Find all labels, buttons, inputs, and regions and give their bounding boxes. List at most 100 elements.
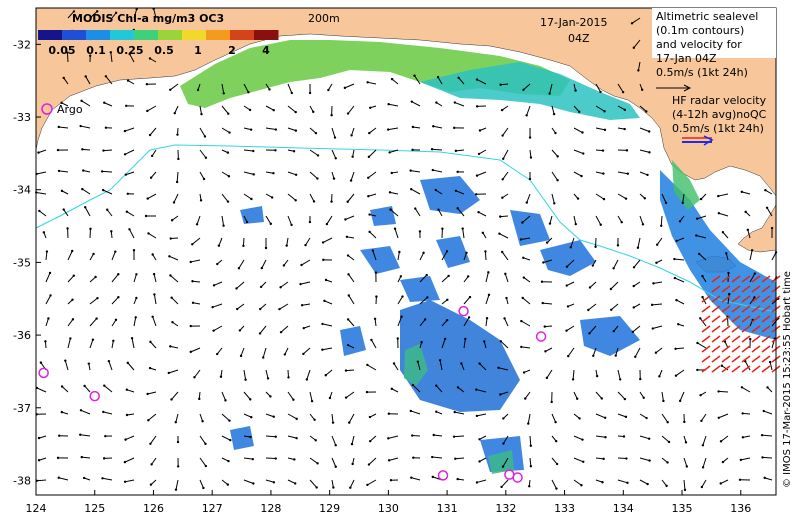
velocity-arrow <box>279 303 289 310</box>
velocity-arrowhead <box>224 399 227 402</box>
velocity-arrowhead <box>44 340 47 343</box>
velocity-arrow <box>85 76 91 85</box>
velocity-arrow <box>216 347 223 355</box>
velocity-arrow <box>393 363 399 371</box>
velocity-arrow <box>84 206 91 217</box>
velocity-arrow <box>455 190 465 195</box>
velocity-arrow <box>639 171 648 176</box>
velocity-arrowhead <box>503 317 506 320</box>
velocity-arrowhead <box>126 79 130 82</box>
velocity-arrow <box>702 457 707 468</box>
velocity-arrowhead <box>576 197 580 200</box>
chl-patch-mid-1 <box>420 176 480 214</box>
velocity-arrow <box>169 83 179 91</box>
velocity-arrow <box>765 189 773 195</box>
velocity-arrowhead <box>285 244 288 247</box>
velocity-arrow <box>388 127 399 131</box>
velocity-arrow <box>262 347 267 358</box>
velocity-arrowhead <box>60 101 63 105</box>
velocity-arrow <box>345 369 355 372</box>
colorbar-swatch <box>206 30 231 40</box>
velocity-arrow <box>243 127 252 131</box>
velocity-arrowhead <box>504 272 507 276</box>
velocity-arrowhead <box>152 272 156 276</box>
velocity-arrowhead <box>89 227 92 231</box>
velocity-arrowhead <box>738 478 742 481</box>
hf-radar-legend: HF radar velocity (4-12h avg)noQC 0.5m/s… <box>672 94 767 146</box>
velocity-arrowhead <box>229 438 232 442</box>
velocity-arrow <box>309 457 318 464</box>
velocity-arrowhead <box>582 152 585 155</box>
velocity-arrowhead <box>134 316 137 319</box>
velocity-arrowhead <box>390 171 393 175</box>
velocity-arrowhead <box>499 215 502 218</box>
velocity-arrow <box>213 325 223 332</box>
argo-legend-marker <box>41 103 53 115</box>
velocity-arrow <box>80 409 91 415</box>
velocity-arrow <box>744 360 751 371</box>
argo-float-marker <box>89 390 100 402</box>
velocity-arrow <box>476 479 487 483</box>
velocity-arrowhead <box>250 416 253 419</box>
velocity-arrowhead <box>149 442 152 445</box>
velocity-arrowhead <box>308 91 312 95</box>
velocity-arrowhead <box>501 465 505 468</box>
velocity-arrowhead <box>144 214 148 218</box>
velocity-arrowhead <box>56 148 60 152</box>
velocity-arrowhead <box>667 440 671 444</box>
velocity-arrowhead <box>452 435 456 438</box>
velocity-arrow <box>437 76 443 85</box>
velocity-arrow <box>617 215 623 223</box>
velocity-arrowhead <box>674 374 678 377</box>
velocity-arrow <box>394 228 399 239</box>
velocity-arrow <box>698 253 707 261</box>
velocity-arrowhead <box>387 103 390 106</box>
velocity-arrow <box>697 342 707 349</box>
velocity-arrowhead <box>524 397 527 400</box>
velocity-arrowhead <box>701 466 705 469</box>
velocity-arrowhead <box>464 337 467 341</box>
velocity-arrow <box>432 456 443 459</box>
velocity-arrowhead <box>588 286 592 289</box>
velocity-arrow <box>615 347 619 356</box>
velocity-arrowhead <box>375 295 378 298</box>
hf-radar-arrow <box>761 365 771 373</box>
velocity-arrowhead <box>521 221 524 224</box>
velocity-arrowhead <box>175 180 179 184</box>
velocity-arrowhead <box>696 368 699 372</box>
velocity-arrow <box>573 127 583 133</box>
velocity-arrowhead <box>565 265 569 268</box>
velocity-arrow <box>265 457 276 460</box>
velocity-arrow <box>617 457 627 460</box>
velocity-arrow <box>419 297 428 305</box>
velocity-arrowhead <box>588 332 591 335</box>
velocity-arrow <box>170 345 179 349</box>
y-tick-label: -35 <box>13 256 31 269</box>
velocity-arrowhead <box>500 250 504 254</box>
velocity-arrowhead <box>599 223 602 226</box>
velocity-arrow <box>455 149 465 152</box>
velocity-arrowhead <box>172 201 176 204</box>
credit-text: © IMOS 17-Mar-2015 15:23:55 Hobart time <box>782 271 793 488</box>
velocity-arrowhead <box>324 278 328 282</box>
velocity-arrowhead <box>478 460 481 463</box>
velocity-arrow <box>199 457 207 467</box>
velocity-arrowhead <box>103 101 106 104</box>
velocity-arrowhead <box>334 444 337 447</box>
velocity-arrow <box>683 457 688 467</box>
velocity-arrow <box>441 251 448 261</box>
velocity-arrowhead <box>602 197 606 201</box>
velocity-arrow <box>595 391 603 399</box>
velocity-arrow <box>309 171 318 179</box>
velocity-arrowhead <box>719 482 722 485</box>
velocity-arrow <box>36 387 47 393</box>
velocity-arrow <box>722 231 729 239</box>
velocity-arrowhead <box>468 295 472 299</box>
x-tick-label: 130 <box>378 502 399 515</box>
hf-radar-arrow <box>731 365 741 373</box>
velocity-arrow <box>149 127 157 136</box>
velocity-arrow <box>240 347 245 357</box>
velocity-arrow <box>388 457 399 461</box>
velocity-arrowhead <box>651 327 654 330</box>
velocity-arrowhead <box>177 157 180 161</box>
